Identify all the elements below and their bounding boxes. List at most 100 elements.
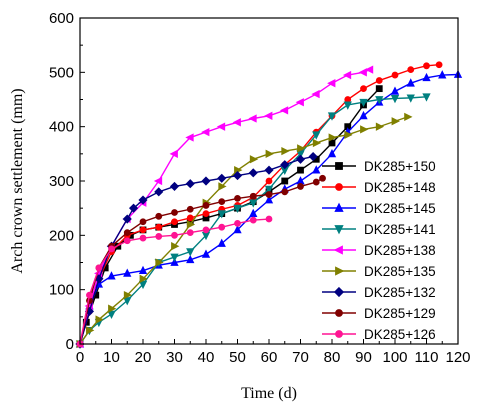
- data-point: [334, 225, 344, 235]
- data-point: [265, 215, 273, 223]
- data-point: [170, 257, 179, 266]
- data-point: [218, 182, 227, 191]
- data-point: [264, 111, 273, 120]
- legend-entry: DK285+148: [322, 180, 436, 195]
- data-point: [390, 86, 400, 95]
- data-point: [280, 160, 290, 170]
- x-tick-label: 60: [261, 349, 278, 366]
- data-point: [123, 290, 133, 300]
- legend-label: DK285+138: [364, 243, 436, 258]
- data-point: [360, 85, 367, 93]
- data-point: [391, 117, 400, 126]
- data-point: [201, 176, 211, 186]
- data-point: [217, 238, 226, 247]
- data-point: [265, 149, 274, 158]
- legend-label: DK285+145: [364, 201, 436, 216]
- data-point: [296, 176, 305, 185]
- x-tick-label: 30: [166, 349, 183, 366]
- data-point: [327, 148, 337, 158]
- series-DK285+132: [75, 151, 318, 349]
- data-point: [423, 62, 430, 70]
- data-point: [327, 112, 337, 121]
- data-point: [139, 226, 147, 234]
- y-tick-label: 300: [49, 173, 74, 190]
- y-tick-label: 600: [49, 10, 74, 27]
- data-point: [139, 218, 147, 226]
- data-point: [438, 70, 447, 79]
- data-point: [375, 122, 385, 131]
- legend-entry: DK285+138: [322, 243, 436, 258]
- data-point: [279, 106, 289, 115]
- legend-entry: DK285+150: [322, 159, 436, 174]
- legend-label: DK285+141: [364, 222, 436, 237]
- x-tick-label: 20: [135, 349, 152, 366]
- x-tick-label: 0: [76, 349, 84, 366]
- data-point: [233, 204, 242, 214]
- data-point: [375, 85, 383, 93]
- legend-entry: DK285+132: [322, 285, 436, 300]
- data-point: [249, 192, 257, 200]
- series-layer: [75, 61, 463, 349]
- y-tick-label: 0: [66, 336, 74, 353]
- data-point: [108, 304, 117, 313]
- series-DK285+138: [75, 65, 374, 349]
- data-point: [216, 122, 226, 131]
- data-point: [264, 195, 274, 204]
- data-point: [232, 171, 243, 181]
- data-point: [153, 176, 163, 186]
- data-point: [186, 205, 194, 213]
- data-point: [406, 78, 415, 87]
- data-point: [249, 155, 259, 164]
- data-point: [295, 154, 306, 164]
- data-point: [404, 112, 413, 122]
- y-axis-title: Arch crown settlement (mm): [9, 88, 26, 273]
- series-line: [79, 177, 323, 345]
- data-point: [128, 203, 139, 213]
- data-point: [312, 178, 320, 186]
- data-point: [95, 264, 103, 272]
- data-point: [123, 229, 131, 237]
- data-point: [123, 237, 131, 245]
- x-tick-label: 80: [324, 349, 341, 366]
- data-point: [327, 79, 336, 88]
- data-point: [217, 210, 226, 219]
- data-point: [265, 177, 273, 185]
- data-point: [123, 268, 132, 277]
- y-tick-label: 100: [49, 282, 74, 299]
- legend-entry: DK285+129: [322, 306, 436, 321]
- data-point: [234, 219, 241, 227]
- data-point: [138, 195, 148, 205]
- data-point: [107, 271, 116, 280]
- legend-entry: DK285+135: [322, 264, 436, 279]
- series-line: [79, 88, 380, 345]
- data-point: [281, 146, 290, 156]
- data-point: [155, 212, 163, 220]
- data-point: [422, 93, 431, 102]
- data-point: [297, 166, 304, 174]
- series-DK285+126: [76, 215, 273, 348]
- x-tick-label: 110: [415, 349, 439, 366]
- data-point: [186, 248, 195, 257]
- data-point: [297, 144, 306, 153]
- data-point: [171, 242, 180, 251]
- data-point: [86, 326, 95, 335]
- data-point: [202, 202, 210, 209]
- data-point: [139, 274, 148, 283]
- data-point: [422, 72, 431, 82]
- y-tick-label: 400: [49, 119, 74, 136]
- data-point: [169, 181, 180, 191]
- data-point: [435, 61, 443, 69]
- data-point: [358, 68, 367, 77]
- data-point: [86, 291, 93, 299]
- data-point: [186, 229, 194, 237]
- data-point: [333, 245, 343, 255]
- data-point: [185, 179, 195, 189]
- data-point: [122, 214, 132, 224]
- legend-label: DK285+132: [364, 285, 436, 300]
- data-point: [265, 191, 273, 198]
- data-point: [312, 131, 321, 140]
- data-point: [328, 133, 337, 142]
- data-point: [375, 77, 383, 84]
- data-point: [281, 188, 289, 196]
- data-point: [171, 209, 178, 216]
